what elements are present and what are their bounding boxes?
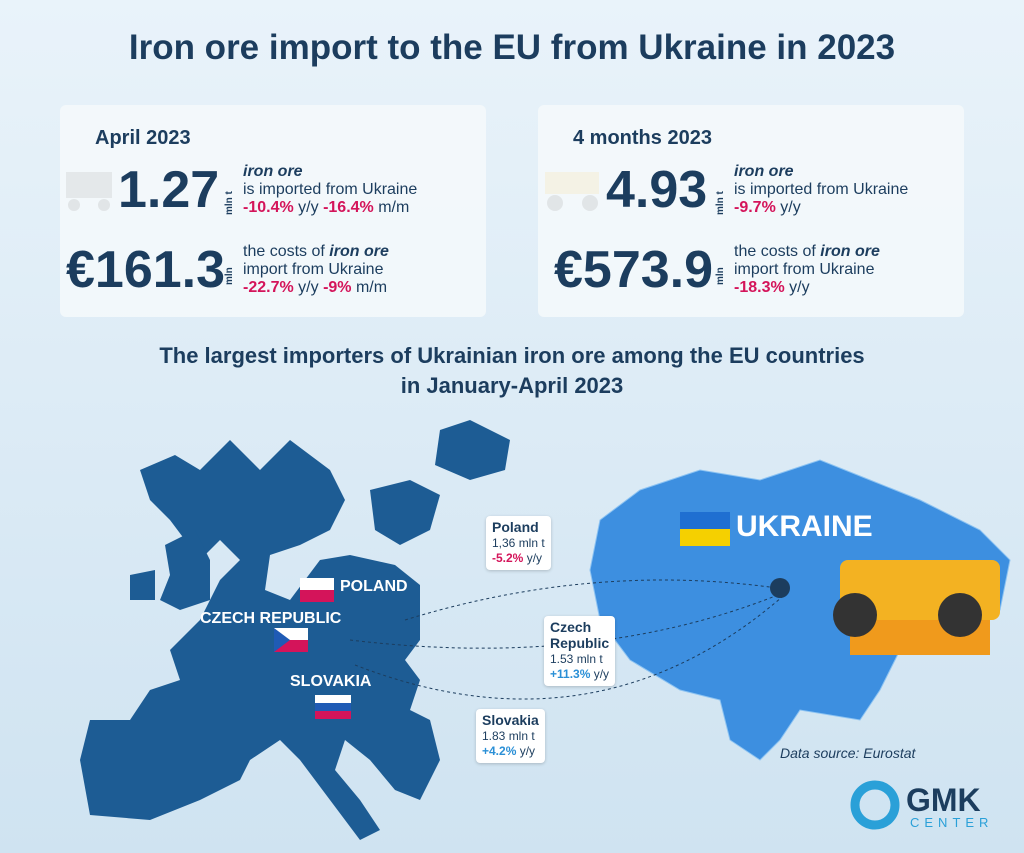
europe-map — [80, 420, 510, 840]
label-text: import from Ukraine — [734, 261, 875, 278]
label-italic: iron ore — [734, 163, 794, 180]
logo-mark — [850, 780, 900, 830]
label: iron ore is imported from Ukraine -9.7% y/… — [734, 163, 908, 217]
period: April 2023 — [95, 127, 191, 149]
label: iron ore is imported from Ukraine -10.4% y… — [243, 163, 417, 217]
panel: 4 months 2023 4.93 mln t iron ore is impo… — [538, 105, 964, 317]
big-number: 1.27 — [118, 161, 220, 219]
change-period: m/m — [378, 199, 410, 216]
label-text: is imported from Ukraine — [734, 181, 909, 198]
flags — [274, 512, 730, 719]
change: -9% — [323, 279, 352, 296]
unit: mln — [224, 267, 235, 285]
callout-volume: 1,36 mln t — [492, 536, 545, 550]
change-period: y/y — [780, 199, 801, 216]
unit: mln — [715, 267, 726, 285]
label-prefix: the costs of — [243, 243, 325, 260]
callout-name: Czech — [550, 619, 592, 635]
source: Data source: Eurostat — [780, 745, 916, 761]
callout-period: y/y — [593, 667, 610, 681]
change-period: y/y — [789, 279, 810, 296]
change-period: y/y — [298, 279, 319, 296]
logo-name: GMK — [906, 782, 981, 818]
change: -10.4% — [243, 199, 294, 216]
unit: mln t — [715, 191, 726, 215]
subtitle: in January-April 2023 — [400, 373, 624, 398]
label: the costs of iron ore import from Ukraine… — [243, 243, 389, 297]
callout: Poland 1,36 mln t -5.2% y/y — [486, 516, 551, 570]
change: -9.7% — [734, 199, 776, 216]
title: Iron ore import to the EU from Ukraine i… — [128, 28, 896, 67]
label-italic: iron ore — [243, 163, 303, 180]
country-label: UKRAINE — [736, 510, 873, 543]
callout-name: Poland — [492, 519, 539, 535]
hub — [770, 578, 790, 598]
change: -16.4% — [323, 199, 374, 216]
label-italic: iron ore — [820, 243, 880, 260]
label: the costs of iron ore import from Ukraine… — [734, 243, 880, 297]
label-text: import from Ukraine — [243, 261, 384, 278]
panel: April 2023 1.27 mln t iron ore is importe… — [60, 105, 486, 317]
subtitle: The largest importers of Ukrainian iron … — [159, 343, 865, 368]
callout-period: y/y — [519, 744, 536, 758]
callout-name: Republic — [550, 635, 610, 651]
country-label: CZECH REPUBLIC — [200, 610, 342, 627]
logo-sub: CENTER — [910, 815, 994, 830]
change-period: m/m — [355, 279, 388, 296]
change: -22.7% — [243, 279, 294, 296]
country-label: SLOVAKIA — [290, 673, 372, 690]
label-italic: iron ore — [329, 243, 389, 260]
callout-period: y/y — [526, 551, 543, 565]
callout-volume: 1.83 mln t — [482, 729, 535, 743]
label-text: is imported from Ukraine — [243, 181, 418, 198]
callout: Slovakia 1.83 mln t +4.2% y/y — [476, 709, 545, 763]
label-prefix: the costs of — [734, 243, 816, 260]
callout-change: +11.3% — [550, 667, 591, 681]
callout-name: Slovakia — [482, 712, 539, 728]
callout: Czech Republic 1.53 mln t +11.3% y/y — [544, 616, 616, 686]
big-number: €161.3 — [66, 241, 226, 299]
change-period: y/y — [298, 199, 319, 216]
callout-change: +4.2% — [482, 744, 517, 758]
big-number: 4.93 — [606, 161, 708, 219]
callout-volume: 1.53 mln t — [550, 652, 603, 666]
change: -18.3% — [734, 279, 785, 296]
period: 4 months 2023 — [573, 127, 712, 149]
big-number: €573.9 — [554, 241, 714, 299]
country-label: POLAND — [340, 578, 408, 595]
unit: mln t — [224, 191, 235, 215]
callout-change: -5.2% — [492, 551, 524, 565]
